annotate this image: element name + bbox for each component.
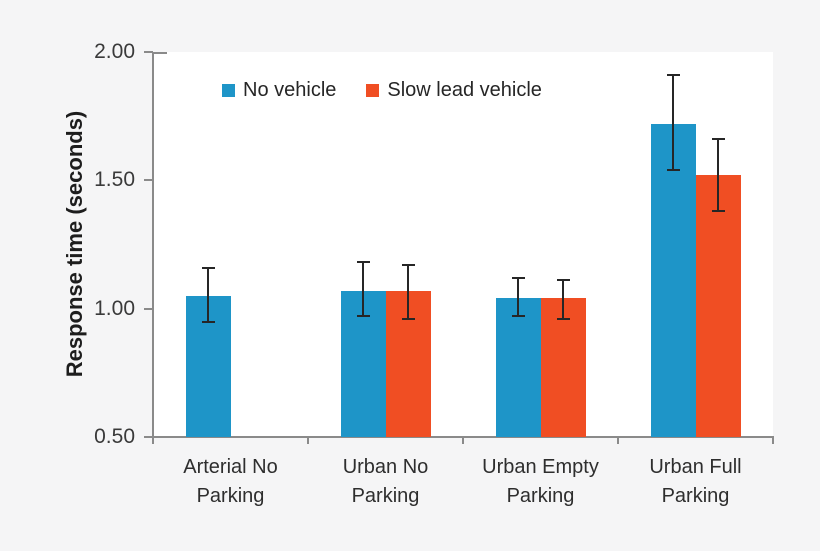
x-axis-tick bbox=[462, 437, 464, 444]
error-bar-cap-top bbox=[401, 264, 415, 267]
y-axis-tick bbox=[144, 51, 153, 53]
x-axis-tick bbox=[617, 437, 619, 444]
y-tick-label: 2.00 bbox=[94, 40, 135, 63]
bar-no-vehicle bbox=[495, 298, 541, 437]
y-axis-line bbox=[152, 52, 154, 438]
x-category-label: Urban No Parking bbox=[342, 456, 429, 507]
error-bar-cap-top bbox=[511, 276, 525, 279]
error-bar-line bbox=[207, 267, 209, 322]
error-bar-cap-bottom bbox=[511, 315, 525, 318]
bar-slow-lead-vehicle bbox=[695, 175, 741, 437]
error-bar-cap-top bbox=[556, 279, 570, 282]
legend: No vehicle Slow lead vehicle bbox=[222, 78, 542, 102]
error-bar-cap-bottom bbox=[201, 320, 215, 323]
error-bar-line bbox=[407, 265, 409, 319]
error-bar-line bbox=[562, 280, 564, 319]
x-axis-tick bbox=[307, 437, 309, 444]
error-bar-line bbox=[717, 139, 719, 212]
bar-slow-lead-vehicle bbox=[540, 298, 586, 437]
y-axis-tick bbox=[144, 307, 153, 310]
error-bar-cap-top bbox=[666, 74, 680, 77]
legend-swatch-slow-lead-vehicle bbox=[366, 83, 380, 97]
y-tick-label: 1.50 bbox=[94, 168, 135, 192]
error-bar-cap-bottom bbox=[401, 317, 415, 320]
error-bar-line bbox=[362, 262, 364, 317]
legend-item-slow-lead-vehicle: Slow lead vehicle bbox=[366, 78, 542, 102]
y-tick-label: 1.00 bbox=[94, 296, 135, 320]
y-axis-tick bbox=[144, 179, 153, 182]
error-bar-cap-top bbox=[711, 138, 725, 141]
x-axis-tick bbox=[772, 437, 774, 444]
y-axis-tick bbox=[144, 436, 153, 438]
x-category-label: Urban Empty Parking bbox=[482, 456, 599, 507]
error-bar-cap-bottom bbox=[666, 169, 680, 172]
legend-item-no-vehicle: No vehicle bbox=[222, 78, 336, 102]
axis-corner-tick bbox=[153, 52, 167, 54]
error-bar-cap-top bbox=[201, 266, 215, 269]
y-axis-title: Response time (seconds) bbox=[62, 110, 87, 378]
x-category-label: Urban Full Parking bbox=[649, 456, 742, 507]
x-category-label: Arterial No Parking bbox=[183, 456, 278, 507]
error-bar-line bbox=[517, 277, 519, 317]
error-bar-cap-bottom bbox=[356, 315, 370, 318]
legend-swatch-no-vehicle bbox=[222, 83, 235, 97]
error-bar-cap-bottom bbox=[556, 317, 570, 320]
y-tick-label: 0.50 bbox=[94, 425, 135, 448]
legend-label-slow-lead-vehicle: Slow lead vehicle bbox=[387, 79, 542, 101]
bar-no-vehicle bbox=[650, 123, 696, 437]
legend-label-no-vehicle: No vehicle bbox=[243, 79, 337, 101]
error-bar-cap-bottom bbox=[711, 210, 725, 213]
error-bar-cap-top bbox=[356, 261, 370, 264]
error-bar-line bbox=[672, 75, 674, 171]
x-axis-tick bbox=[152, 437, 154, 444]
